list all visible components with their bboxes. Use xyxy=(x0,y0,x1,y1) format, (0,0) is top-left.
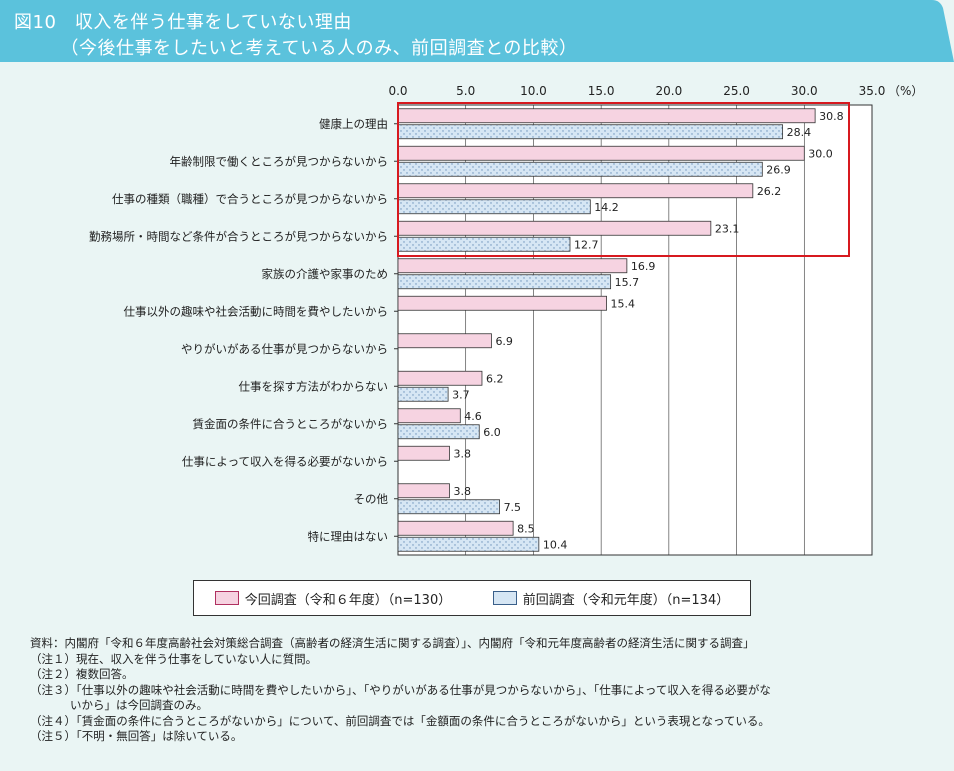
x-tick-label: 5.0 xyxy=(456,84,475,98)
x-tick-label: 10.0 xyxy=(520,84,547,98)
category-label: やりがいがある仕事が見つからないから xyxy=(181,342,388,356)
category-label: 賃金面の条件に合うところがないから xyxy=(193,417,389,431)
data-label-current: 4.6 xyxy=(464,410,482,423)
bar-current xyxy=(397,295,607,311)
category-label: 健康上の理由 xyxy=(319,117,388,131)
data-label-current: 23.1 xyxy=(715,222,740,235)
header-band xyxy=(0,0,954,62)
notes: 資料：内閣府「令和６年度高齢社会対策総合調査（高齢者の経済生活に関する調査）」、… xyxy=(30,636,771,745)
x-tick-label: 25.0 xyxy=(723,84,750,98)
data-label-previous: 10.4 xyxy=(543,538,568,551)
category-label: 仕事によって収入を得る必要がないから xyxy=(182,454,388,468)
x-tick-label: 0.0 xyxy=(388,84,407,98)
highlight-box xyxy=(397,102,850,257)
category-label: 家族の介護や家事のため xyxy=(262,267,389,281)
bar-current xyxy=(397,483,450,499)
bar-previous xyxy=(397,536,540,552)
x-tick-label: 20.0 xyxy=(655,84,682,98)
category-label: その他 xyxy=(354,492,389,506)
category-label: 仕事の種類（職種）で合うところが見つからないから xyxy=(112,192,388,206)
bar-previous xyxy=(397,424,480,440)
bar-current xyxy=(397,145,805,161)
bar-current xyxy=(397,220,712,236)
data-label-previous: 7.5 xyxy=(504,501,521,514)
bar-current xyxy=(397,108,816,124)
source-note: 資料：内閣府「令和６年度高齢社会対策総合調査（高齢者の経済生活に関する調査）」、… xyxy=(30,636,755,650)
figure-header: 図10 収入を伴う仕事をしていない理由 （今後仕事をしたいと考えている人のみ、前… xyxy=(0,0,954,62)
data-label-previous: 15.7 xyxy=(615,276,640,289)
bar-current xyxy=(397,333,492,349)
data-label-current: 30.8 xyxy=(819,110,844,123)
bar-current xyxy=(397,370,483,386)
data-label-previous: 26.9 xyxy=(766,163,791,176)
x-tick-label: 35.0 xyxy=(859,84,886,98)
figure-title: 図10 収入を伴う仕事をしていない理由 xyxy=(14,12,352,33)
category-label: 特に理由はない xyxy=(308,529,389,543)
data-label-current: 30.0 xyxy=(808,147,833,160)
data-label-current: 6.9 xyxy=(495,335,512,348)
bar-current xyxy=(397,408,461,424)
category-label: 年齢制限で働くところが見つからないから xyxy=(170,154,389,168)
bar-previous xyxy=(397,124,784,140)
data-label-current: 26.2 xyxy=(757,185,782,198)
data-label-current: 3.8 xyxy=(453,485,471,498)
bar-previous xyxy=(397,199,591,215)
note-1: （注１）現在、収入を伴う仕事をしていない人に質問。 xyxy=(30,651,318,666)
legend: 今回調査（令和６年度）（n=130） 前回調査（令和元年度）（n=134） xyxy=(193,580,751,616)
category-label: 仕事を探す方法がわからない xyxy=(239,379,389,393)
data-label-previous: 3.7 xyxy=(452,388,470,401)
category-label: 仕事以外の趣味や社会活動に時間を費やしたいから xyxy=(124,304,389,318)
bar-previous xyxy=(397,386,449,402)
legend-item-current: 今回調査（令和６年度）（n=130） xyxy=(214,589,452,608)
legend-swatch-previous xyxy=(492,591,517,605)
data-label-current: 16.9 xyxy=(631,260,656,273)
data-label-previous: 28.4 xyxy=(787,126,812,139)
legend-swatch-current xyxy=(214,591,239,605)
figure-subtitle: （今後仕事をしたいと考えている人のみ、前回調査との比較） xyxy=(14,38,578,59)
note-3: （注３）「仕事以外の趣味や社会活動に時間を費やしたいから」、「やりがいがある仕事… xyxy=(30,682,771,697)
plot-area xyxy=(397,104,873,556)
bar-current xyxy=(397,445,450,461)
bar-chart: 0.0 5.0 10.0 15.0 20.0 25.0 30.0 35.0 （%） 健康上の理由 3… xyxy=(89,84,923,556)
note-3-cont: いから」は今回調査のみ。 xyxy=(70,698,208,712)
note-2: （注２）複数回答。 xyxy=(30,667,134,681)
legend-item-previous: 前回調査（令和元年度）（n=134） xyxy=(492,589,730,608)
bar-current xyxy=(397,520,514,536)
data-label-current: 8.5 xyxy=(517,522,535,535)
data-label-previous: 12.7 xyxy=(574,238,599,251)
bar-previous xyxy=(397,274,612,290)
data-label-current: 15.4 xyxy=(611,297,636,310)
note-5: （注５）「不明・無回答」は除いている。 xyxy=(30,729,243,743)
bar-previous xyxy=(397,499,500,515)
bar-current xyxy=(397,258,628,274)
bar-current xyxy=(397,183,754,199)
data-label-previous: 14.2 xyxy=(594,201,619,214)
legend-label-current: 今回調査（令和６年度）（n=130） xyxy=(244,592,452,608)
x-tick-label: 30.0 xyxy=(791,84,818,98)
bar-previous xyxy=(397,236,571,252)
x-tick-label: 15.0 xyxy=(588,84,615,98)
note-4: （注４）「賃金面の条件に合うところがないから」について、前回調査では「金額面の条… xyxy=(30,713,770,728)
x-unit-label: （%） xyxy=(888,84,923,98)
data-label-current: 6.2 xyxy=(486,372,504,385)
data-label-previous: 6.0 xyxy=(483,426,501,439)
data-label-current: 3.8 xyxy=(453,447,471,460)
legend-label-previous: 前回調査（令和元年度）（n=134） xyxy=(522,592,730,608)
category-label: 勤務場所・時間など条件が合うところが見つからないから xyxy=(89,229,388,243)
bar-previous xyxy=(397,161,763,177)
